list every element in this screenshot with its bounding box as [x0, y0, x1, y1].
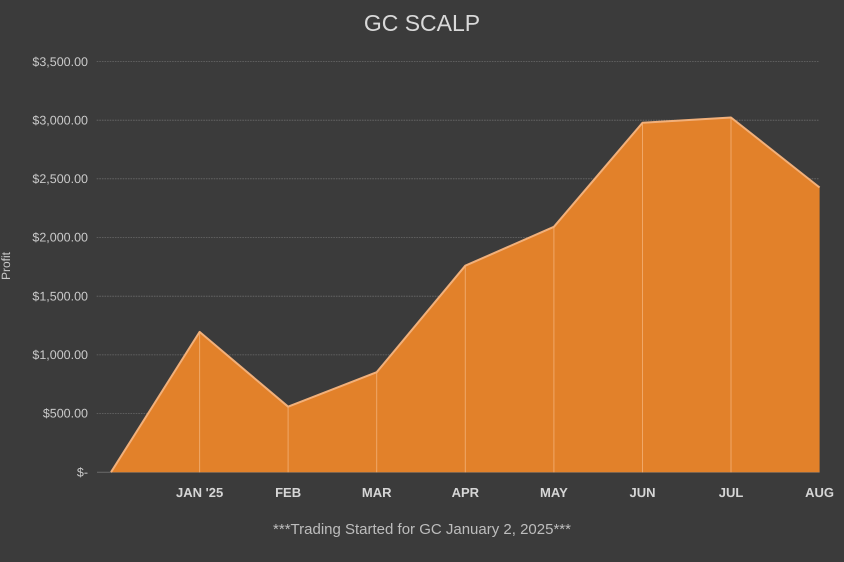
svg-text:APR: APR: [452, 485, 480, 500]
svg-text:$500.00: $500.00: [43, 407, 88, 421]
svg-text:Profit: Profit: [0, 251, 13, 280]
svg-text:MAY: MAY: [540, 485, 568, 500]
svg-text:$2,000.00: $2,000.00: [32, 231, 88, 245]
svg-text:$-: $-: [77, 466, 88, 480]
svg-text:JUN: JUN: [629, 485, 655, 500]
svg-text:$3,500.00: $3,500.00: [32, 55, 88, 69]
svg-text:AUG: AUG: [805, 485, 834, 500]
svg-text:JUL: JUL: [719, 485, 744, 500]
svg-text:$1,500.00: $1,500.00: [32, 289, 88, 303]
svg-text:MAR: MAR: [362, 485, 392, 500]
svg-text:FEB: FEB: [275, 485, 301, 500]
svg-text:JAN '25: JAN '25: [176, 485, 223, 500]
svg-text:$1,000.00: $1,000.00: [32, 348, 88, 362]
svg-text:$2,500.00: $2,500.00: [32, 172, 88, 186]
svg-text:$3,000.00: $3,000.00: [32, 114, 88, 128]
